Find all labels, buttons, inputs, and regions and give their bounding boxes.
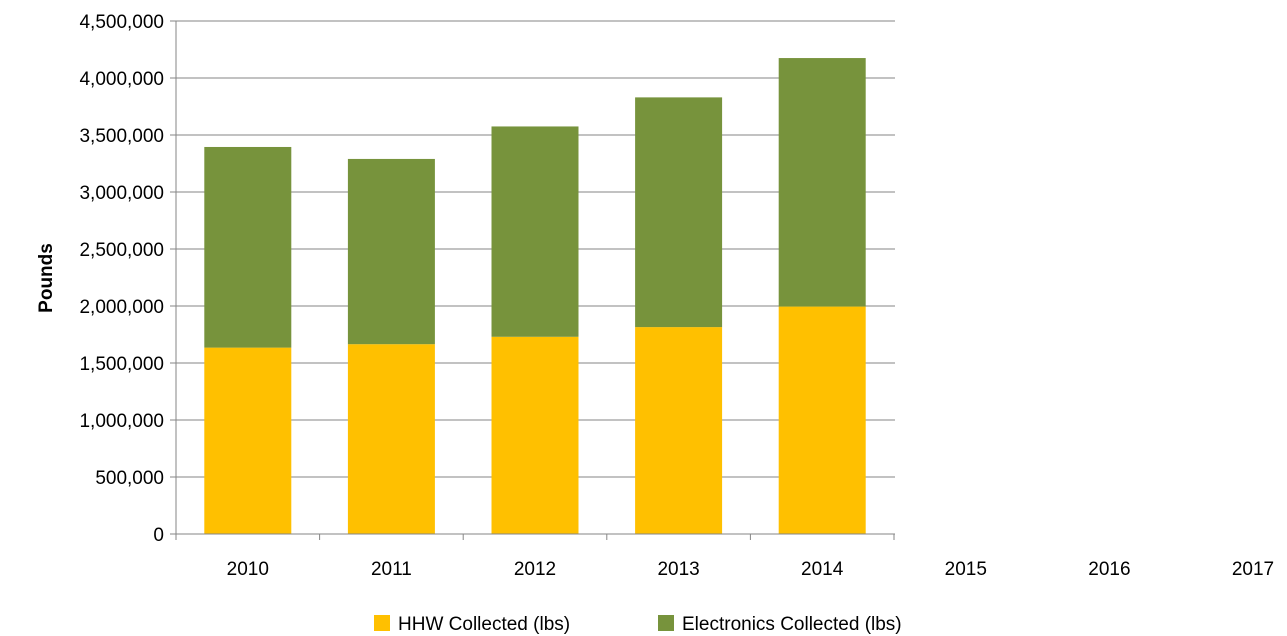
legend-swatch (658, 615, 674, 631)
bar-segment (635, 327, 723, 534)
bar-segment (778, 58, 866, 307)
legend-swatch (374, 615, 390, 631)
bar-segment (778, 306, 866, 534)
legend: HHW Collected (lbs) Electronics Collected… (374, 614, 902, 635)
bar-segment (204, 347, 292, 534)
x-tick-label: 2017 (1232, 559, 1274, 580)
y-axis-title: Pounds (36, 243, 57, 313)
x-tick-label: 2010 (227, 559, 269, 580)
y-tick-label: 1,000,000 (79, 411, 164, 432)
y-tick-label: 0 (153, 525, 164, 546)
x-tick-labels: 2010 2011 2012 2013 2014 2015 2016 2017 (227, 559, 1274, 580)
y-tick-label: 3,500,000 (79, 126, 164, 147)
y-tick-label: 4,500,000 (79, 12, 164, 33)
y-tick-label: 500,000 (95, 468, 164, 489)
bar-segment (204, 146, 292, 348)
bar-segment (491, 336, 579, 534)
y-tick-label: 2,000,000 (79, 297, 164, 318)
bar-segment (491, 126, 579, 337)
y-tick-label: 1,500,000 (79, 354, 164, 375)
y-tick-label: 2,500,000 (79, 240, 164, 261)
x-tick-label: 2011 (371, 559, 412, 580)
legend-label: HHW Collected (lbs) (398, 614, 570, 635)
y-tick-label: 3,000,000 (79, 183, 164, 204)
bar-segment (347, 158, 435, 345)
legend-label: Electronics Collected (lbs) (682, 614, 902, 635)
x-tick-label: 2012 (514, 559, 556, 580)
x-tick-label: 2015 (945, 559, 987, 580)
y-tick-label: 4,000,000 (79, 69, 164, 90)
axes (170, 20, 895, 540)
x-tick-label: 2014 (801, 559, 844, 580)
x-tick-label: 2013 (657, 559, 699, 580)
bars (204, 58, 866, 534)
bar-segment (635, 97, 723, 328)
x-tick-label: 2016 (1088, 559, 1130, 580)
y-tick-labels: 0 500,000 1,000,000 1,500,000 2,000,000 2,500… (79, 12, 164, 546)
bar-segment (347, 344, 435, 534)
